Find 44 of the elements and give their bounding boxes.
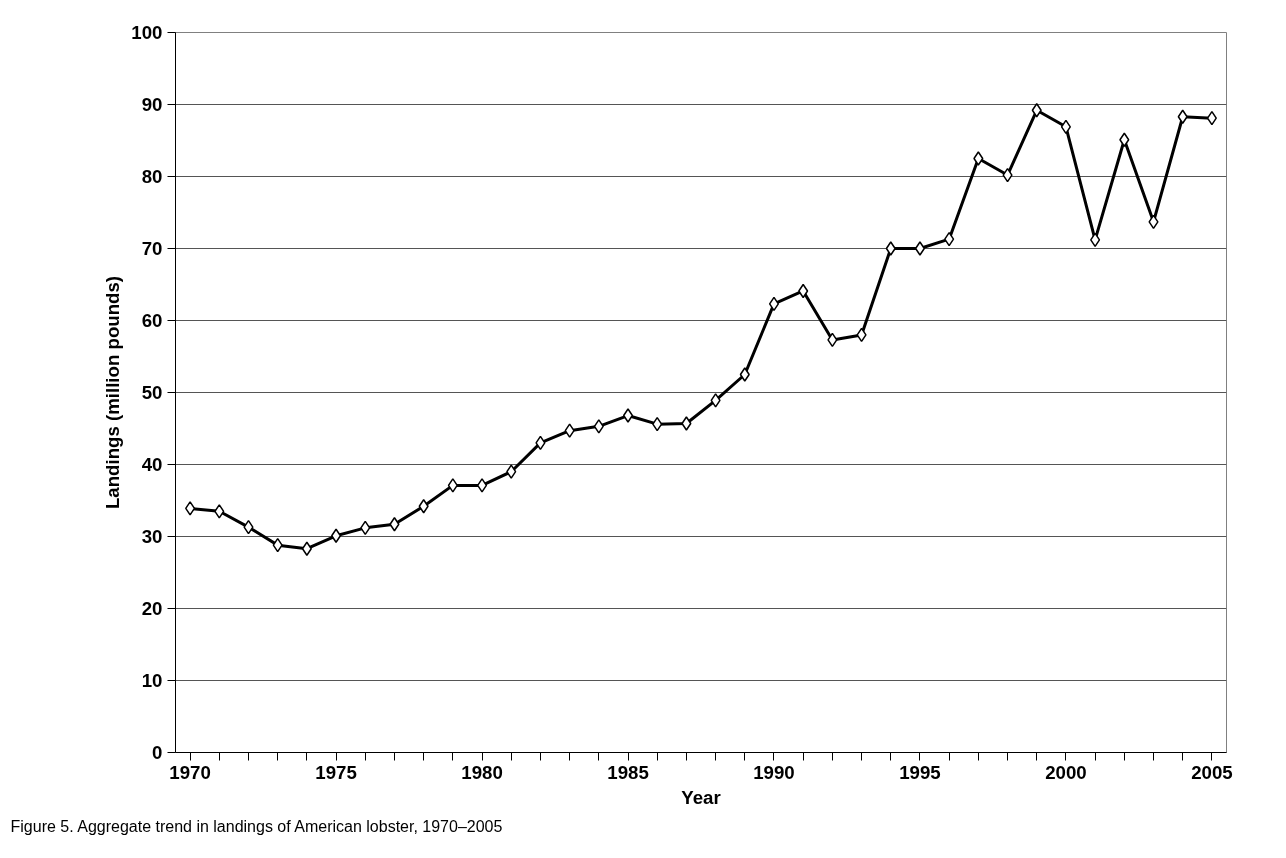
y-tick-label: 10 xyxy=(141,670,163,691)
y-axis-title: Landings (million pounds) xyxy=(102,275,124,510)
point xyxy=(1031,103,1042,118)
point xyxy=(506,464,517,479)
point xyxy=(330,528,342,544)
x-tick-label: 1990 xyxy=(753,761,795,783)
point xyxy=(593,419,604,434)
y-tick-label: 90 xyxy=(141,94,163,115)
y-tick-label: 40 xyxy=(141,454,163,475)
point xyxy=(389,517,400,532)
point xyxy=(739,367,750,382)
y-tick-label: 30 xyxy=(141,526,163,547)
point xyxy=(447,478,458,493)
x-tick-label: 2000 xyxy=(1045,761,1087,783)
point xyxy=(185,501,196,516)
caption: Figure 5. Aggregate trend in landings of American lobster, 1970–2005 xyxy=(10,817,503,835)
point xyxy=(973,151,984,166)
point xyxy=(418,499,429,514)
point xyxy=(564,423,575,438)
y-tick-label: 80 xyxy=(141,166,163,187)
y-tick-label: 60 xyxy=(141,310,163,331)
y-tick-label: 0 xyxy=(152,742,163,763)
y-tick-label: 50 xyxy=(141,382,163,403)
point xyxy=(681,416,692,431)
y-tick-label: 20 xyxy=(141,598,163,619)
x-tick-label: 1980 xyxy=(461,761,503,783)
x-tick-label: 1995 xyxy=(899,761,941,783)
point xyxy=(768,296,780,312)
point xyxy=(476,478,488,493)
x-tick-label: 1985 xyxy=(607,761,649,783)
x-tick-label: 1975 xyxy=(315,761,357,783)
y-tick-label: 100 xyxy=(131,22,163,43)
point xyxy=(301,541,312,556)
point xyxy=(1060,119,1072,135)
point xyxy=(885,241,896,256)
point xyxy=(710,393,721,408)
x-tick-label: 2005 xyxy=(1191,761,1233,783)
x-tick-label: 1970 xyxy=(169,761,211,783)
point xyxy=(214,504,225,519)
point xyxy=(622,408,634,423)
point xyxy=(1177,109,1188,124)
x-axis-title: Year xyxy=(681,786,721,808)
point xyxy=(914,241,926,256)
y-tick-label: 70 xyxy=(141,238,163,259)
